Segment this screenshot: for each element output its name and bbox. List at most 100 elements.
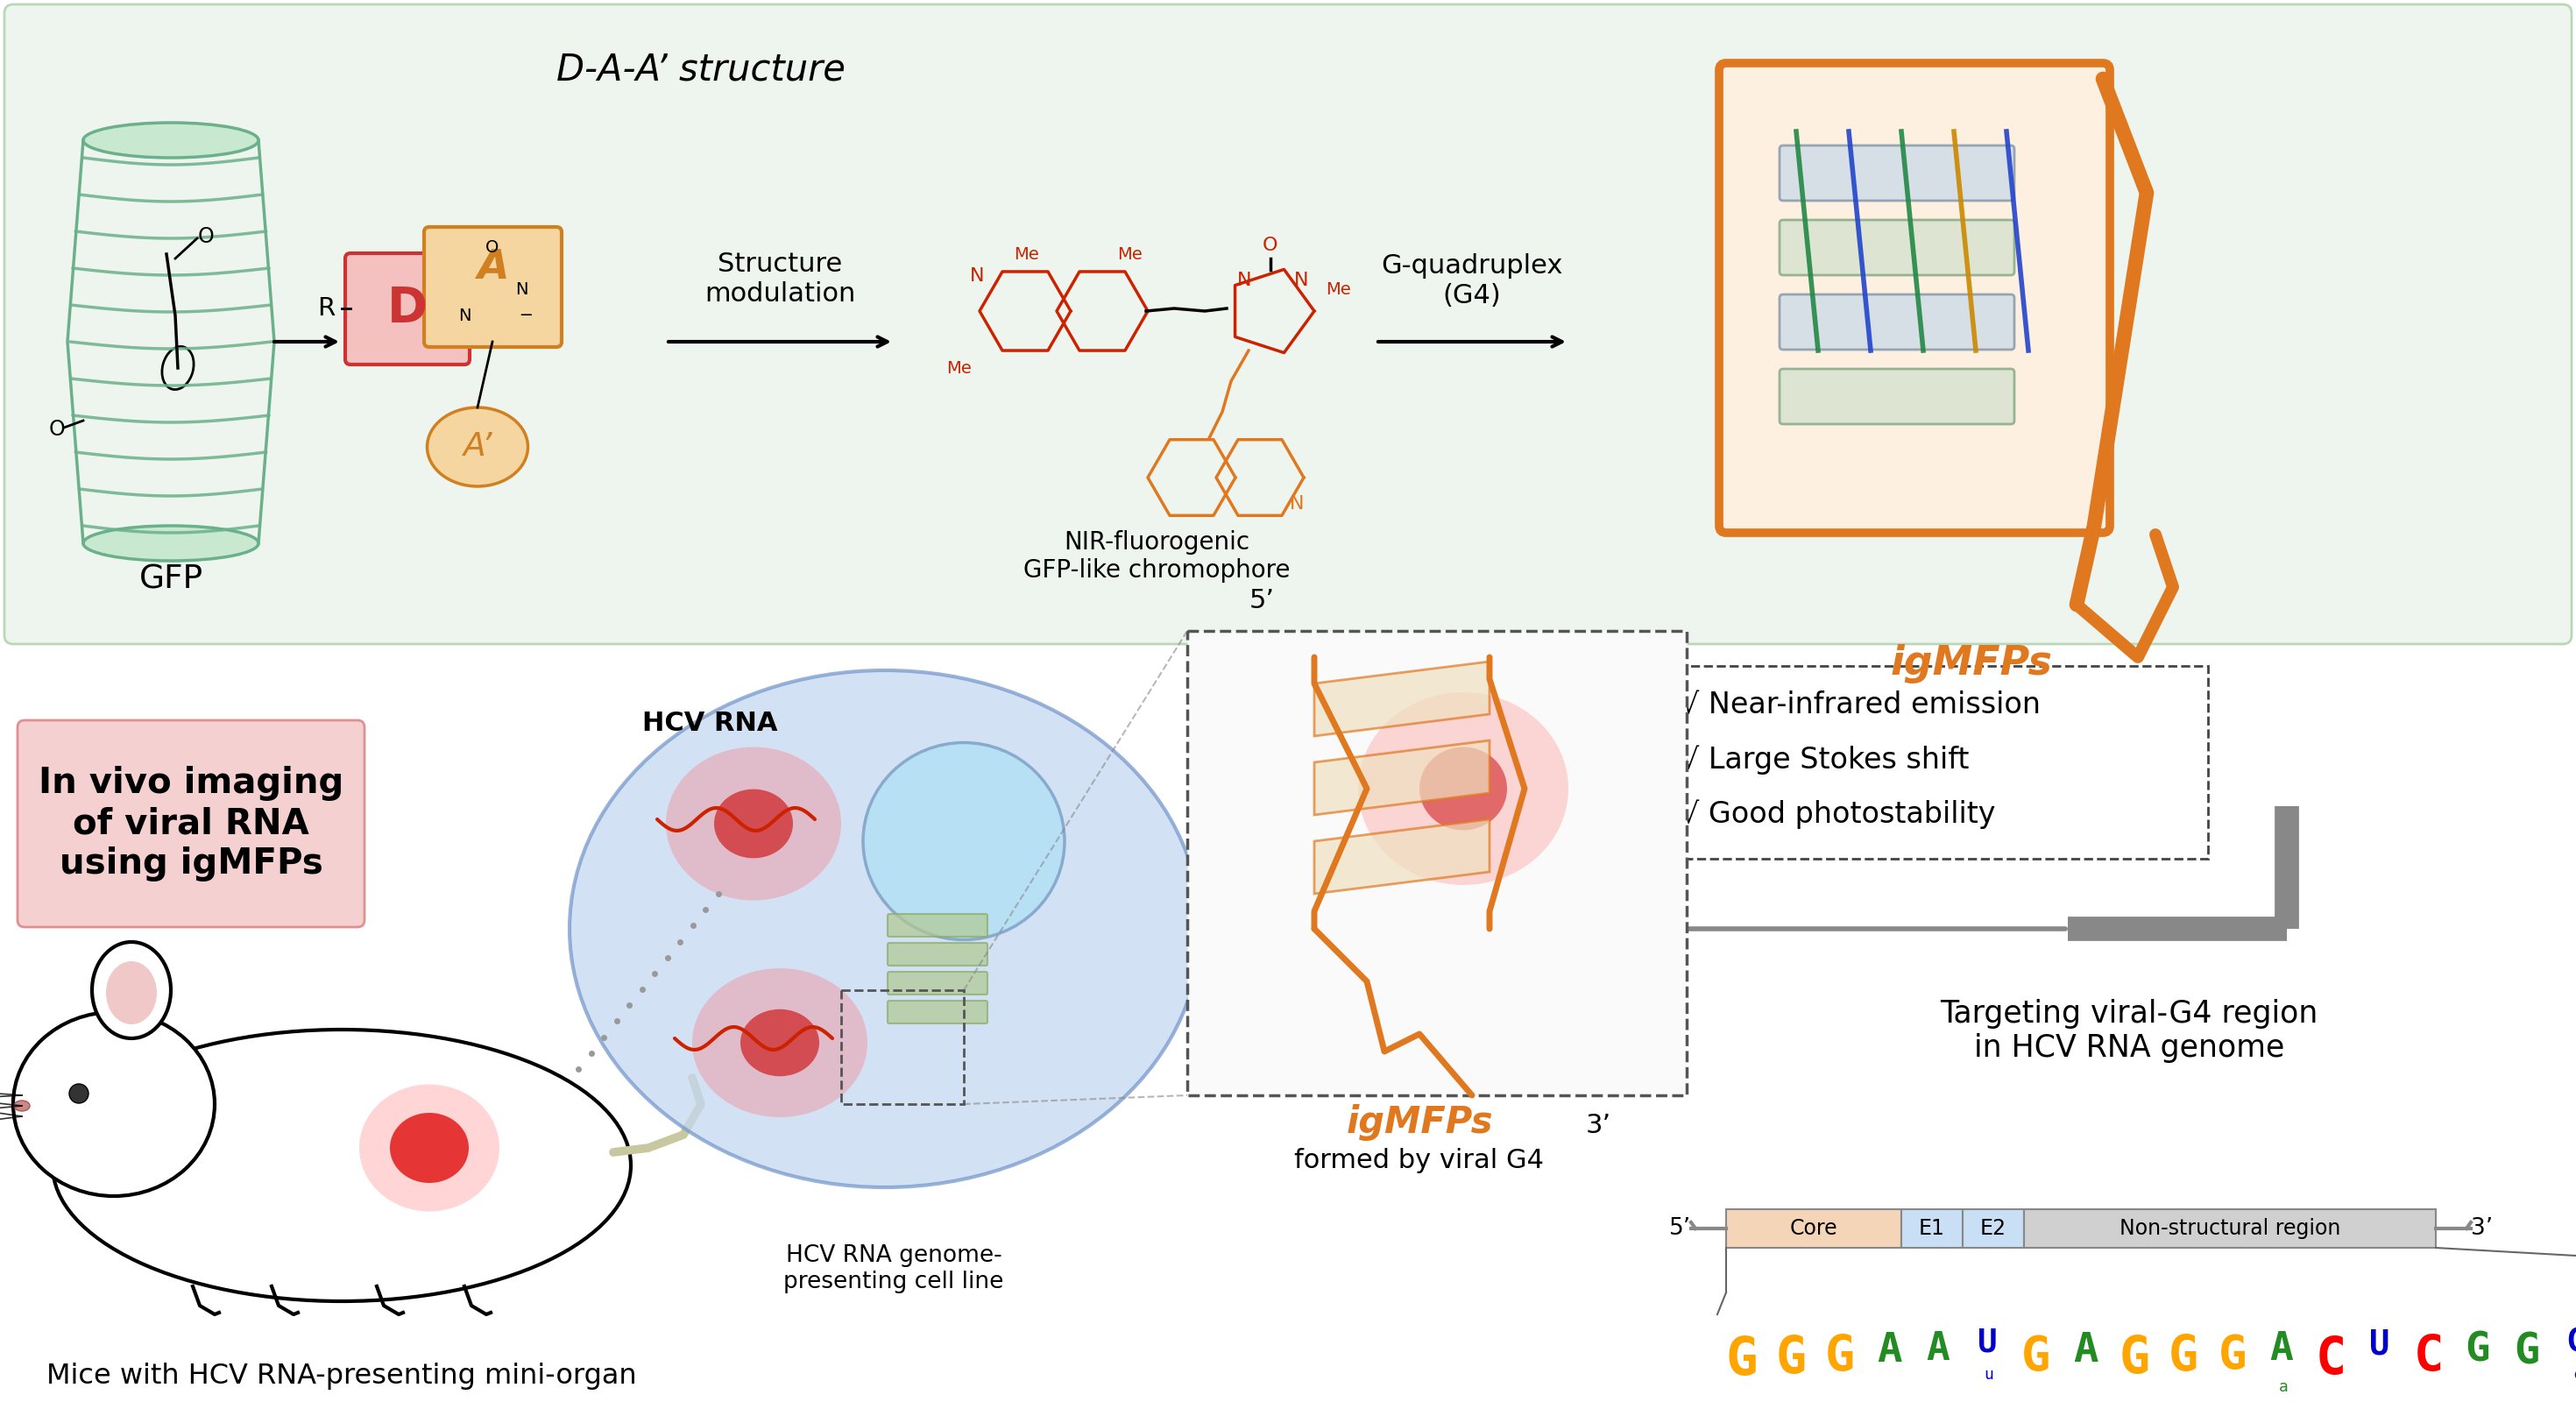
FancyBboxPatch shape	[889, 942, 987, 966]
Text: O: O	[49, 419, 64, 440]
Text: C: C	[2566, 1328, 2576, 1359]
Ellipse shape	[1358, 693, 1569, 885]
Text: NIR-fluorogenic
GFP-like chromophore: NIR-fluorogenic GFP-like chromophore	[1023, 530, 1291, 583]
Ellipse shape	[667, 747, 842, 900]
Text: N: N	[1293, 272, 1309, 289]
Text: Non-structural region: Non-structural region	[2120, 1218, 2342, 1239]
Text: Me: Me	[1015, 245, 1041, 262]
FancyBboxPatch shape	[889, 914, 987, 937]
Ellipse shape	[52, 1029, 631, 1301]
Text: N: N	[1291, 495, 1303, 513]
Ellipse shape	[82, 123, 258, 157]
Text: Me: Me	[1327, 280, 1352, 297]
Ellipse shape	[358, 1084, 500, 1211]
Text: N: N	[459, 307, 471, 324]
FancyBboxPatch shape	[1780, 369, 2014, 423]
FancyBboxPatch shape	[889, 972, 987, 994]
Text: G: G	[1726, 1335, 1757, 1387]
Text: G: G	[2465, 1330, 2491, 1371]
Text: N: N	[1236, 272, 1252, 289]
Text: igMFPs: igMFPs	[1891, 644, 2053, 684]
Text: G: G	[2120, 1333, 2151, 1384]
Text: G-quadruplex
(G4): G-quadruplex (G4)	[1381, 254, 1564, 308]
Text: GFP: GFP	[139, 564, 204, 596]
FancyBboxPatch shape	[1780, 146, 2014, 200]
Text: G: G	[1824, 1333, 1855, 1382]
Text: igMFPs: igMFPs	[1347, 1105, 1494, 1141]
Text: A: A	[1927, 1330, 1950, 1367]
Ellipse shape	[569, 670, 1200, 1187]
FancyBboxPatch shape	[1718, 63, 2110, 533]
Text: a: a	[2280, 1378, 2287, 1395]
Bar	[842, 990, 963, 1105]
Text: Structure
modulation: Structure modulation	[703, 252, 855, 307]
Text: G: G	[2169, 1333, 2197, 1382]
Text: ─: ─	[520, 307, 531, 324]
Text: 5’: 5’	[1669, 1217, 1690, 1239]
Text: A: A	[1875, 1330, 1901, 1371]
Text: 5’: 5’	[1249, 587, 1275, 614]
Text: R: R	[317, 296, 335, 321]
FancyBboxPatch shape	[425, 227, 562, 346]
Text: E1: E1	[1919, 1218, 1945, 1239]
Text: c: c	[2573, 1367, 2576, 1382]
Text: In vivo imaging
of viral RNA
using igMFPs: In vivo imaging of viral RNA using igMFP…	[39, 765, 343, 882]
Text: A: A	[477, 248, 507, 287]
Ellipse shape	[82, 526, 258, 561]
Text: √ Near-infrared emission: √ Near-infrared emission	[1680, 690, 2040, 719]
Bar	[1901, 1209, 1963, 1248]
Text: 3’: 3’	[1587, 1113, 1613, 1138]
Text: Core: Core	[1790, 1218, 1837, 1239]
Ellipse shape	[1419, 747, 1507, 830]
Ellipse shape	[714, 789, 793, 858]
Text: √ Large Stokes shift: √ Large Stokes shift	[1680, 744, 1968, 774]
Text: Me: Me	[948, 360, 971, 376]
Text: D-A-A’ structure: D-A-A’ structure	[556, 50, 845, 87]
Bar	[1664, 666, 2208, 858]
Bar	[1726, 1209, 1901, 1248]
Text: 3’: 3’	[2470, 1217, 2494, 1239]
Ellipse shape	[13, 1012, 214, 1196]
Text: G: G	[1775, 1333, 1806, 1384]
Text: G: G	[2514, 1330, 2540, 1373]
Ellipse shape	[93, 942, 170, 1039]
Text: G: G	[2218, 1333, 2246, 1378]
Bar	[1963, 1209, 2025, 1248]
Ellipse shape	[739, 1009, 819, 1077]
Ellipse shape	[13, 1101, 31, 1110]
Bar	[1188, 631, 1687, 1095]
Text: O: O	[487, 240, 500, 257]
Text: U: U	[2370, 1328, 2391, 1361]
Text: G: G	[2022, 1333, 2050, 1380]
Text: Mice with HCV RNA-presenting mini-organ: Mice with HCV RNA-presenting mini-organ	[46, 1363, 636, 1389]
Ellipse shape	[70, 1084, 88, 1103]
Text: N: N	[515, 280, 528, 297]
FancyBboxPatch shape	[1780, 220, 2014, 275]
Text: HCV RNA genome-
presenting cell line: HCV RNA genome- presenting cell line	[783, 1245, 1005, 1293]
Text: N: N	[969, 268, 984, 285]
Bar	[2025, 1209, 2437, 1248]
Text: C: C	[2316, 1335, 2347, 1384]
Text: HCV RNA: HCV RNA	[641, 711, 778, 736]
FancyBboxPatch shape	[345, 254, 469, 365]
Ellipse shape	[389, 1113, 469, 1183]
Ellipse shape	[428, 408, 528, 486]
Text: Me: Me	[1118, 245, 1144, 262]
Text: C: C	[2414, 1333, 2445, 1382]
Text: A: A	[2074, 1330, 2097, 1371]
Ellipse shape	[106, 962, 157, 1025]
Text: u: u	[1984, 1367, 1994, 1382]
FancyBboxPatch shape	[5, 4, 2571, 644]
FancyBboxPatch shape	[1780, 294, 2014, 349]
Text: O: O	[1262, 237, 1278, 254]
Text: U: U	[1978, 1328, 1996, 1359]
FancyBboxPatch shape	[18, 721, 363, 927]
Polygon shape	[1314, 740, 1489, 815]
Polygon shape	[1314, 819, 1489, 894]
Text: O: O	[198, 226, 214, 247]
Text: √ Good photostability: √ Good photostability	[1680, 799, 1996, 829]
Text: E2: E2	[1981, 1218, 2007, 1239]
Ellipse shape	[863, 743, 1064, 939]
Text: Targeting viral-G4 region
in HCV RNA genome: Targeting viral-G4 region in HCV RNA gen…	[1940, 998, 2318, 1063]
Polygon shape	[1314, 662, 1489, 736]
